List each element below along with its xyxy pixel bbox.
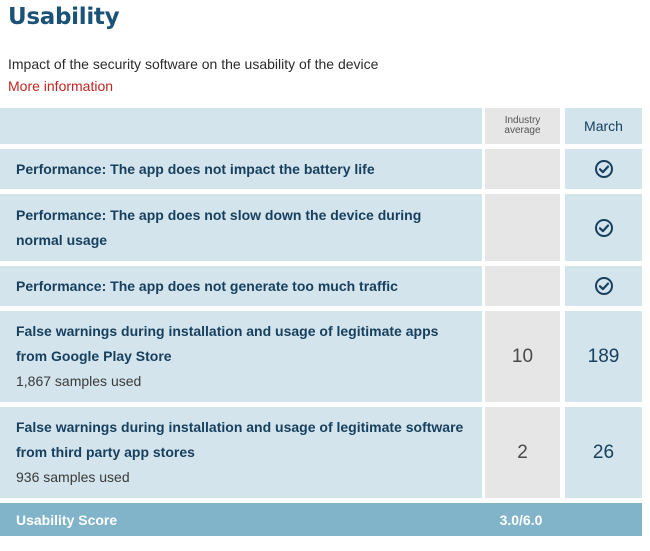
more-information-link[interactable]: More information <box>8 78 114 94</box>
month-value: 26 <box>565 407 642 498</box>
row-label: Performance: The app does not generate t… <box>0 266 482 306</box>
row-label: False warnings during installation and u… <box>0 407 482 498</box>
check-circle-icon <box>594 160 613 178</box>
table-row: Performance: The app does not generate t… <box>0 266 642 306</box>
usability-score-value: 3.0/6.0 <box>499 511 543 528</box>
month-header: March <box>565 108 642 144</box>
samples-count: 1,867 samples used <box>16 373 142 389</box>
row-label-text: False warnings during installation and u… <box>16 419 464 460</box>
month-value <box>565 149 642 189</box>
row-label-text: Performance: The app does not slow down … <box>16 206 422 248</box>
table-row: Performance: The app does not slow down … <box>0 194 642 261</box>
row-label-text: False warnings during installation and u… <box>16 323 439 364</box>
industry-value: 2 <box>485 407 560 498</box>
check-circle-icon <box>594 277 613 295</box>
row-label: Performance: The app does not slow down … <box>0 194 482 261</box>
table-row: False warnings during installation and u… <box>0 407 642 498</box>
page-title: Usability <box>8 4 120 30</box>
check-circle-icon <box>594 218 613 237</box>
samples-count: 936 samples used <box>16 469 130 485</box>
table-row: Performance: The app does not impact the… <box>0 149 642 189</box>
industry-value <box>485 194 560 261</box>
industry-header-line2: average <box>504 125 541 136</box>
month-value <box>565 194 642 261</box>
usability-score-label: Usability Score <box>16 511 118 528</box>
row-label-text: Performance: The app does not generate t… <box>16 277 398 294</box>
table-row: False warnings during installation and u… <box>0 311 642 402</box>
row-label-text: Performance: The app does not impact the… <box>16 160 375 177</box>
month-value: 189 <box>565 311 642 402</box>
usability-table: Industry average March Performance: The … <box>0 108 642 536</box>
industry-average-header: Industry average <box>485 108 560 144</box>
month-value <box>565 266 642 306</box>
industry-value: 10 <box>485 311 560 402</box>
row-label: False warnings during installation and u… <box>0 311 482 402</box>
industry-header-line1: Industry <box>504 115 541 126</box>
table-header-row: Industry average March <box>0 108 642 144</box>
industry-value <box>485 149 560 189</box>
page-subtitle: Impact of the security software on the u… <box>8 56 379 72</box>
industry-value <box>485 266 560 306</box>
usability-score-row: Usability Score 3.0/6.0 <box>0 503 642 536</box>
header-label-cell <box>0 108 482 144</box>
row-label: Performance: The app does not impact the… <box>0 149 482 189</box>
